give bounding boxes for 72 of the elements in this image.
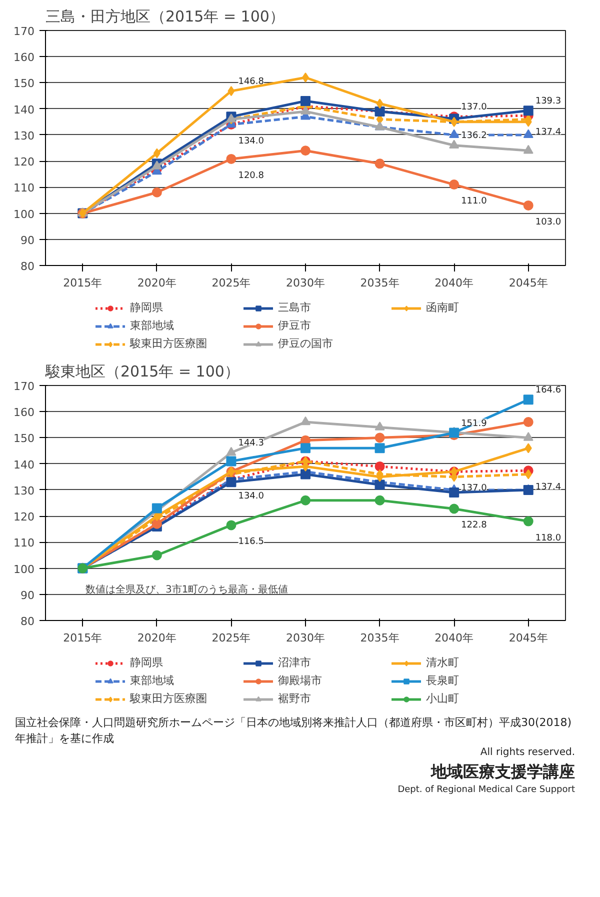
y-tick-label: 130 (14, 484, 35, 498)
data-label: 134.0 (238, 136, 264, 146)
data-label: 146.8 (238, 77, 264, 88)
y-tick-label: 110 (14, 182, 35, 195)
x-tick-label: 2045年 (508, 632, 548, 644)
y-tick-label: 90 (20, 588, 35, 602)
legend-label: 東部地域 (130, 318, 175, 333)
data-label: 144.3 (238, 438, 264, 449)
data-label: 122.8 (461, 520, 488, 531)
legend-label: 静岡県 (130, 655, 164, 670)
data-label: 120.8 (238, 170, 264, 181)
x-tick-label: 2015年 (63, 276, 102, 290)
legend-label: 小山町 (426, 691, 460, 706)
y-tick-label: 80 (20, 260, 35, 273)
y-tick-label: 90 (20, 234, 35, 247)
data-label: 134.0 (238, 492, 264, 502)
y-tick-label: 100 (14, 208, 35, 221)
text: 地域医療支援学講座 (430, 760, 575, 783)
legend-label: 裾野市 (278, 691, 312, 706)
legend-label: 東部地域 (130, 673, 175, 688)
data-label: 111.0 (461, 196, 488, 207)
y-tick-label: 140 (14, 458, 35, 472)
legend-label: 清水町 (426, 655, 460, 670)
x-tick-label: 2025年 (212, 276, 251, 290)
data-label: 118.0 (535, 533, 562, 544)
y-tick-label: 130 (14, 129, 35, 142)
text: 国立社会保障・人口問題研究所ホームページ「日本の地域別将来推計人口（都道府県・市区町村）平成30(2018)年推計」を基に作成 (15, 715, 573, 746)
x-tick-label: 2035年 (360, 276, 400, 290)
data-label: 103.0 (535, 217, 562, 228)
y-tick-label: 80 (20, 615, 35, 628)
data-label: 137.0 (461, 102, 488, 113)
y-tick-label: 120 (14, 156, 35, 169)
y-tick-label: 120 (14, 510, 35, 524)
y-tick-label: 110 (14, 536, 35, 550)
text: All rights reserved. (479, 746, 575, 760)
legend-label: 三島市 (278, 300, 312, 315)
annotation: 数値は全県及び、3市1町のうち最高・最低値 (86, 584, 288, 596)
x-tick-label: 2035年 (360, 632, 400, 644)
legend-label: 沼津市 (278, 655, 312, 670)
data-label: 136.2 (461, 130, 487, 141)
x-tick-label: 2025年 (212, 632, 251, 644)
y-tick-label: 170 (14, 25, 35, 38)
y-tick-label: 100 (14, 562, 35, 576)
x-tick-label: 2040年 (434, 276, 474, 290)
x-tick-label: 2030年 (286, 632, 326, 644)
legend-label: 駿東田方医療圏 (130, 691, 208, 706)
legend-label: 長泉町 (426, 673, 460, 688)
data-label: 164.6 (535, 386, 562, 396)
legend-label: 駿東田方医療圏 (130, 336, 208, 351)
x-tick-label: 2020年 (137, 632, 176, 644)
chart-title: 三島・田方地区（2015年 = 100） (46, 8, 284, 26)
x-tick-label: 2045年 (508, 276, 548, 290)
text: Dept. of Regional Medical Care Support (396, 784, 575, 796)
y-tick-label: 150 (14, 77, 35, 90)
legend-label: 静岡県 (130, 300, 164, 315)
legend-label: 御殿場市 (278, 673, 323, 688)
x-tick-label: 2020年 (137, 276, 176, 290)
x-tick-label: 2040年 (434, 632, 474, 644)
legend-label: 伊豆市 (278, 318, 312, 333)
x-tick-label: 2015年 (63, 632, 102, 644)
y-tick-label: 160 (14, 51, 35, 64)
chart-title: 駿東地区（2015年 = 100） (44, 362, 240, 380)
data-label: 151.9 (461, 418, 488, 429)
legend-label: 伊豆の国市 (278, 336, 334, 351)
data-label: 139.3 (535, 96, 562, 107)
data-label: 116.5 (238, 537, 264, 548)
y-tick-label: 170 (14, 380, 35, 393)
x-tick-label: 2030年 (286, 276, 326, 290)
legend-label: 函南町 (426, 300, 460, 315)
y-tick-label: 160 (14, 406, 35, 420)
y-tick-label: 150 (14, 432, 35, 446)
y-tick-label: 140 (14, 103, 35, 116)
